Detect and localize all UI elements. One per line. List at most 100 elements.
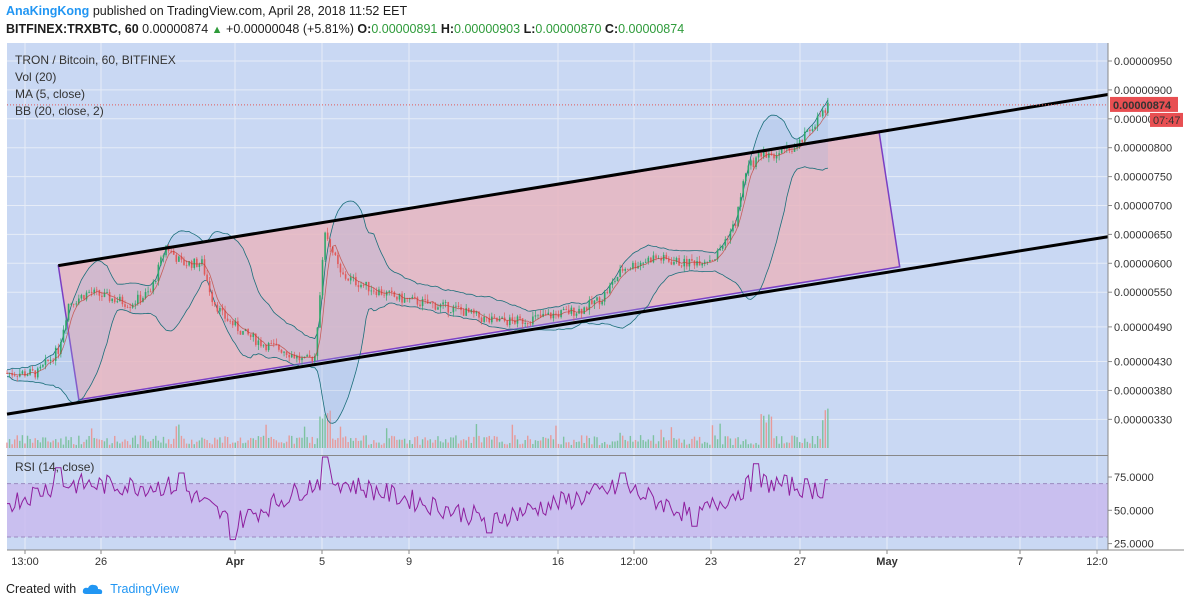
- volume-bar: [11, 444, 13, 448]
- candle-body: [639, 262, 642, 266]
- candle-body: [390, 290, 393, 293]
- candle-body: [768, 153, 770, 158]
- volume-bar: [624, 439, 626, 448]
- volume-bar: [501, 441, 503, 448]
- candle-body: [750, 160, 752, 166]
- legend-volume[interactable]: Vol (20): [15, 70, 56, 84]
- rsi-tick-label: 75.0000: [1114, 472, 1154, 484]
- candle-body: [270, 342, 273, 344]
- lower-trendline[interactable]: [6, 235, 1109, 416]
- volume-bar: [588, 438, 591, 448]
- candle-body: [275, 343, 278, 345]
- volume-bar: [67, 440, 70, 448]
- volume-bar: [450, 437, 452, 448]
- legend-title[interactable]: TRON / Bitcoin, 60, BITFINEX: [15, 53, 176, 67]
- candle-body: [760, 152, 762, 157]
- candle-body: [119, 296, 121, 302]
- volume-bar: [745, 439, 747, 448]
- candle-body: [329, 239, 332, 247]
- volume-bar: [226, 437, 229, 448]
- candle-body: [6, 373, 8, 374]
- candle-body: [344, 274, 347, 279]
- legend-bb[interactable]: BB (20, close, 2): [15, 104, 104, 118]
- candle-body: [139, 294, 142, 302]
- author-link[interactable]: AnaKingKong: [6, 4, 90, 18]
- volume-bar: [727, 436, 729, 448]
- volume-bar: [514, 435, 516, 448]
- volume-bar: [714, 435, 716, 448]
- candle-body: [252, 333, 255, 338]
- candle-body: [539, 314, 542, 317]
- volume-bar: [332, 438, 334, 448]
- candle-body: [673, 261, 675, 265]
- candle-body: [290, 354, 293, 358]
- candle-body: [593, 300, 596, 304]
- close-value: 0.00000874: [618, 22, 685, 36]
- price-axis[interactable]: [1108, 43, 1184, 550]
- candle-body: [388, 290, 391, 292]
- candle-body: [183, 259, 185, 266]
- tradingview-link[interactable]: TradingView: [110, 582, 179, 596]
- candle-body: [106, 292, 108, 293]
- volume-bar: [601, 443, 603, 448]
- candle-body: [714, 259, 716, 261]
- tradingview-cloud-icon: [82, 584, 103, 594]
- candle-body: [280, 349, 283, 353]
- volume-bar: [314, 444, 316, 448]
- volume-bar: [85, 439, 88, 448]
- volume-bar: [211, 444, 213, 448]
- candle-body: [432, 302, 434, 304]
- candle-body: [601, 301, 603, 305]
- legend-ma[interactable]: MA (5, close): [15, 87, 85, 101]
- candle-body: [80, 295, 83, 299]
- volume-bar: [203, 438, 206, 448]
- candle-body: [752, 160, 755, 167]
- volume-bar: [388, 438, 390, 448]
- volume-bar: [442, 442, 444, 448]
- volume-bar: [562, 436, 565, 448]
- candle-body: [693, 260, 696, 266]
- volume-bar: [439, 441, 442, 448]
- candle-body: [675, 257, 678, 262]
- candle-body: [193, 258, 196, 268]
- candle-body: [149, 291, 152, 293]
- candle-body: [814, 126, 816, 130]
- volume-bar: [657, 441, 660, 448]
- volume-bar: [162, 436, 165, 448]
- candle-body: [452, 306, 455, 313]
- candle-body: [65, 320, 67, 330]
- volume-bar: [152, 438, 154, 448]
- legend-rsi[interactable]: RSI (14, close): [15, 460, 94, 474]
- candle-body: [747, 165, 750, 174]
- candle-body: [72, 303, 75, 305]
- candle-body: [573, 307, 575, 316]
- candle-body: [347, 278, 349, 281]
- volume-bar: [734, 438, 737, 448]
- volume-bar: [619, 432, 621, 448]
- candle-body: [219, 308, 221, 312]
- candle-body: [383, 294, 385, 296]
- upper-trendline[interactable]: [58, 93, 1109, 268]
- volume-bar: [709, 444, 711, 448]
- volume-bar: [419, 444, 421, 448]
- volume-bar: [414, 437, 416, 448]
- candle-body: [519, 316, 521, 319]
- volume-bar: [552, 439, 555, 448]
- volume-bar: [686, 444, 688, 448]
- candle-body: [652, 255, 655, 263]
- volume-bar: [90, 428, 93, 448]
- rsi-axis-ticks: 75.0000 50.0000 25.0000: [1108, 472, 1154, 551]
- volume-bar: [193, 444, 195, 448]
- volume-bar: [308, 442, 311, 448]
- volume-bar: [111, 443, 113, 448]
- candle-body: [62, 329, 65, 343]
- volume-bar: [103, 441, 106, 448]
- candle-body: [52, 359, 54, 361]
- volume-bar: [660, 429, 662, 448]
- volume-bar: [437, 436, 439, 448]
- price-tick-label: 0.00000700: [1114, 201, 1172, 213]
- candle-body: [408, 298, 411, 300]
- volume-bar: [252, 438, 254, 448]
- volume-bar: [367, 444, 370, 448]
